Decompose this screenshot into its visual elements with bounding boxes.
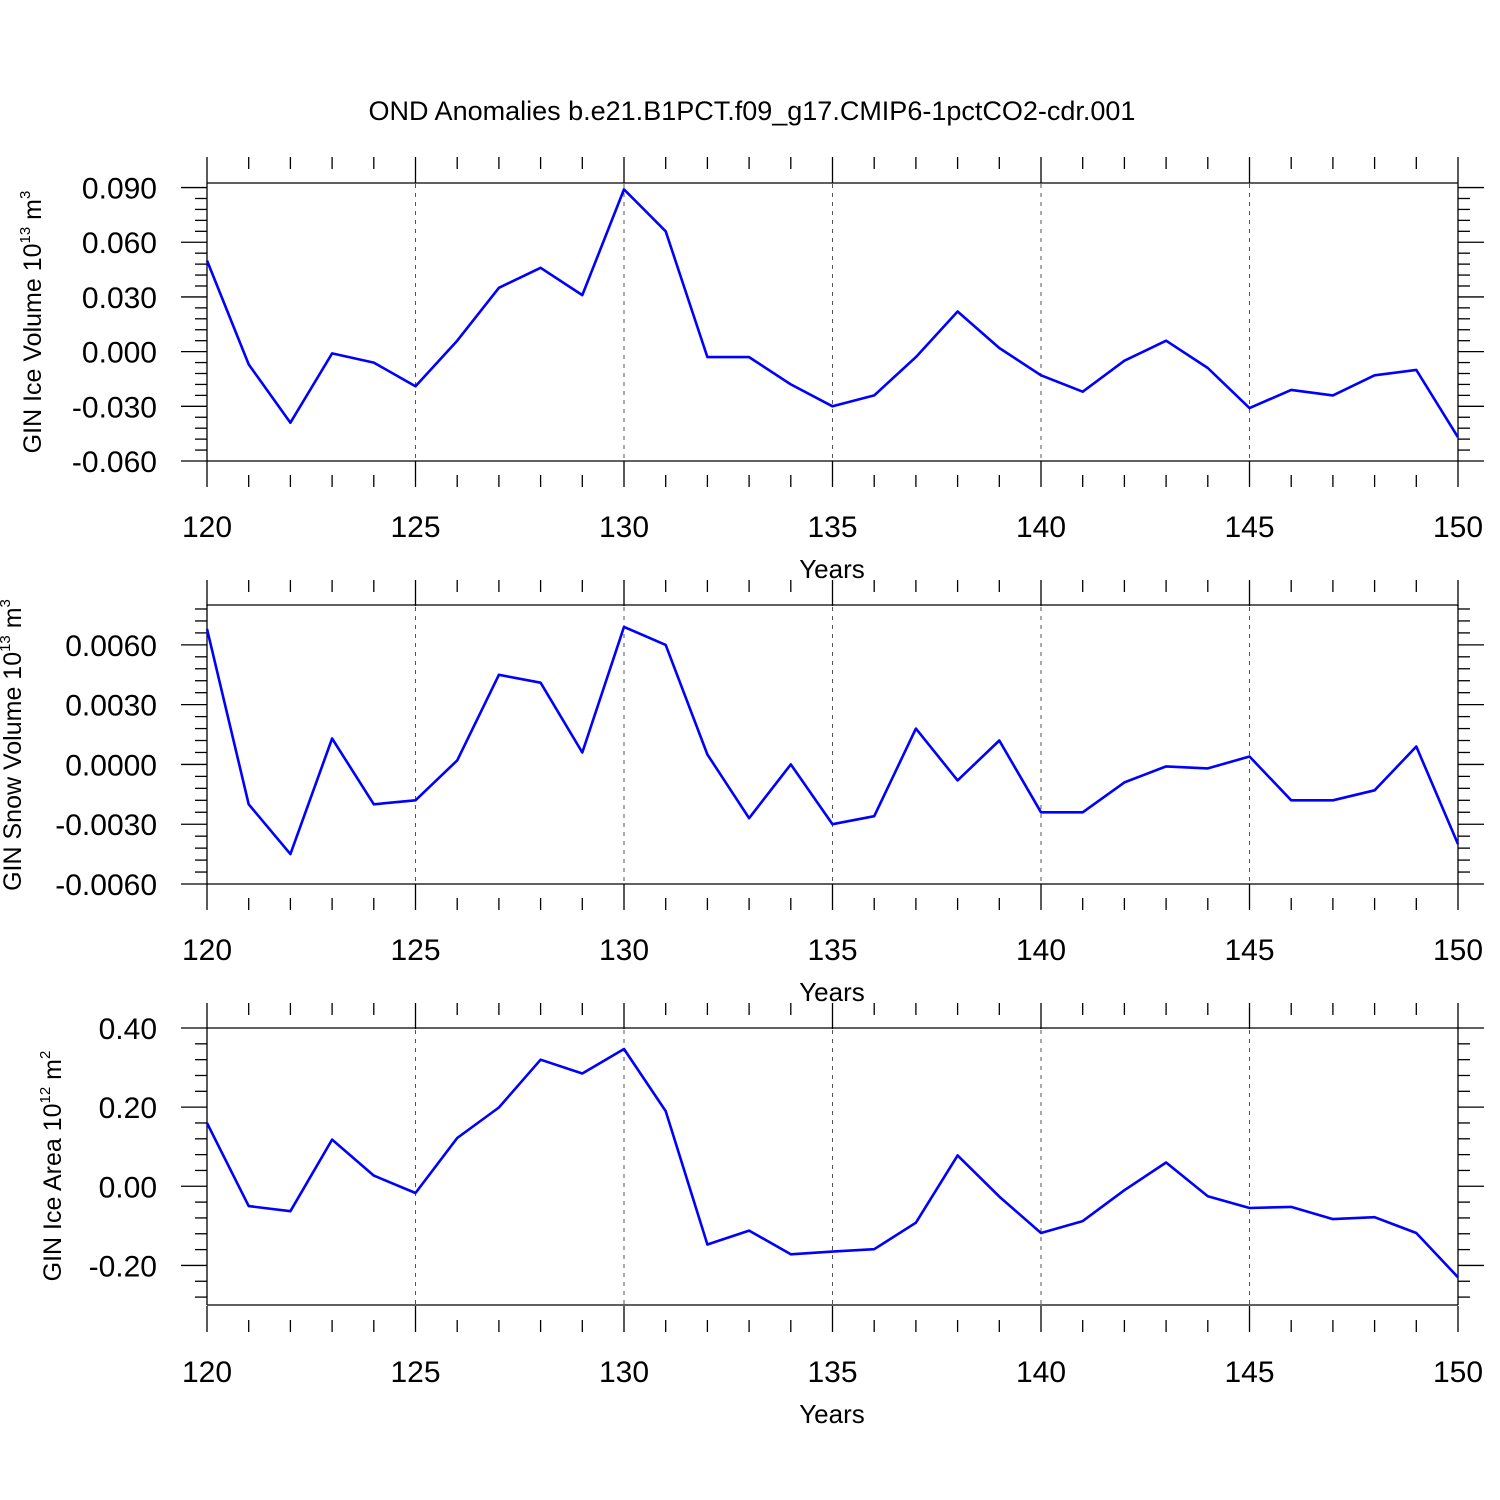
ice-area-ytick-label: 0.00 xyxy=(99,1171,157,1204)
ice-area-xtick-label: 145 xyxy=(1224,1356,1274,1389)
ice-volume-ytick-label: 0.030 xyxy=(82,282,157,315)
ice-volume-xlabel: Years xyxy=(799,554,865,584)
ice-volume-ytick-label: 0.000 xyxy=(82,337,157,370)
snow-volume-xtick-label: 145 xyxy=(1224,934,1274,967)
ice-area-xtick-label: 140 xyxy=(1016,1356,1066,1389)
ice-volume-xtick-label: 140 xyxy=(1016,511,1066,544)
ice-area-xtick-label: 120 xyxy=(182,1356,232,1389)
snow-volume-ytick-label: -0.0030 xyxy=(55,809,157,842)
snow-volume-xlabel: Years xyxy=(799,977,865,1007)
snow-volume-xtick-label: 140 xyxy=(1016,934,1066,967)
ice-volume-ytick-label: 0.060 xyxy=(82,227,157,260)
ice-area-xlabel: Years xyxy=(799,1399,865,1429)
snow-volume-xtick-label: 125 xyxy=(390,934,440,967)
ice-volume-xtick-label: 145 xyxy=(1224,511,1274,544)
snow-volume-xtick-label: 135 xyxy=(807,934,857,967)
ice-volume-xtick-label: 130 xyxy=(599,511,649,544)
snow-volume-ytick-label: 0.0000 xyxy=(65,749,157,782)
snow-volume-ytick-label: 0.0060 xyxy=(65,630,157,663)
snow-volume-xtick-label: 130 xyxy=(599,934,649,967)
ice-area-ytick-label: -0.20 xyxy=(89,1250,157,1283)
ice-volume-ytick-label: -0.060 xyxy=(72,446,157,479)
ice-area-ytick-label: 0.40 xyxy=(99,1013,157,1046)
ice-area-xtick-label: 125 xyxy=(390,1356,440,1389)
snow-volume-xtick-label: 120 xyxy=(182,934,232,967)
ice-area-xtick-label: 135 xyxy=(807,1356,857,1389)
ice-area-xtick-label: 130 xyxy=(599,1356,649,1389)
ice-area-ylabel: GIN Ice Area 1012 m2 xyxy=(37,1051,67,1282)
ice-volume-xtick-label: 150 xyxy=(1433,511,1483,544)
snow-volume-xtick-label: 150 xyxy=(1433,934,1483,967)
snow-volume-series-line xyxy=(205,625,1460,856)
ice-volume-ytick-label: 0.090 xyxy=(82,173,157,206)
ice-volume-ylabel: GIN Ice Volume 1013 m3 xyxy=(17,191,47,454)
snow-volume-panel: GIN Snow Volume 1013 m3 Years 120 125 130 1… xyxy=(0,580,1484,1007)
ice-volume-xtick-label: 120 xyxy=(182,511,232,544)
snow-volume-ylabel: GIN Snow Volume 1013 m3 xyxy=(0,599,27,891)
figure-title: OND Anomalies b.e21.B1PCT.f09_g17.CMIP6-… xyxy=(369,96,1136,126)
ice-area-series-line xyxy=(205,1047,1459,1279)
snow-volume-ytick-label: -0.0060 xyxy=(55,869,157,902)
ice-area-xtick-label: 150 xyxy=(1433,1356,1483,1389)
snow-volume-ytick-label: 0.0030 xyxy=(65,690,157,723)
ice-volume-xtick-label: 135 xyxy=(807,511,857,544)
ice-area-panel: GIN Ice Area 1012 m2 Years 120 125 130 135 1… xyxy=(37,1003,1484,1429)
ice-volume-ytick-label: -0.030 xyxy=(72,391,157,424)
ice-area-ytick-label: 0.20 xyxy=(99,1092,157,1125)
ice-volume-panel: GIN Ice Volume 1013 m3 Years 120 125 130 13… xyxy=(17,157,1484,584)
ice-volume-series-line xyxy=(205,188,1460,438)
ice-volume-xtick-label: 125 xyxy=(390,511,440,544)
